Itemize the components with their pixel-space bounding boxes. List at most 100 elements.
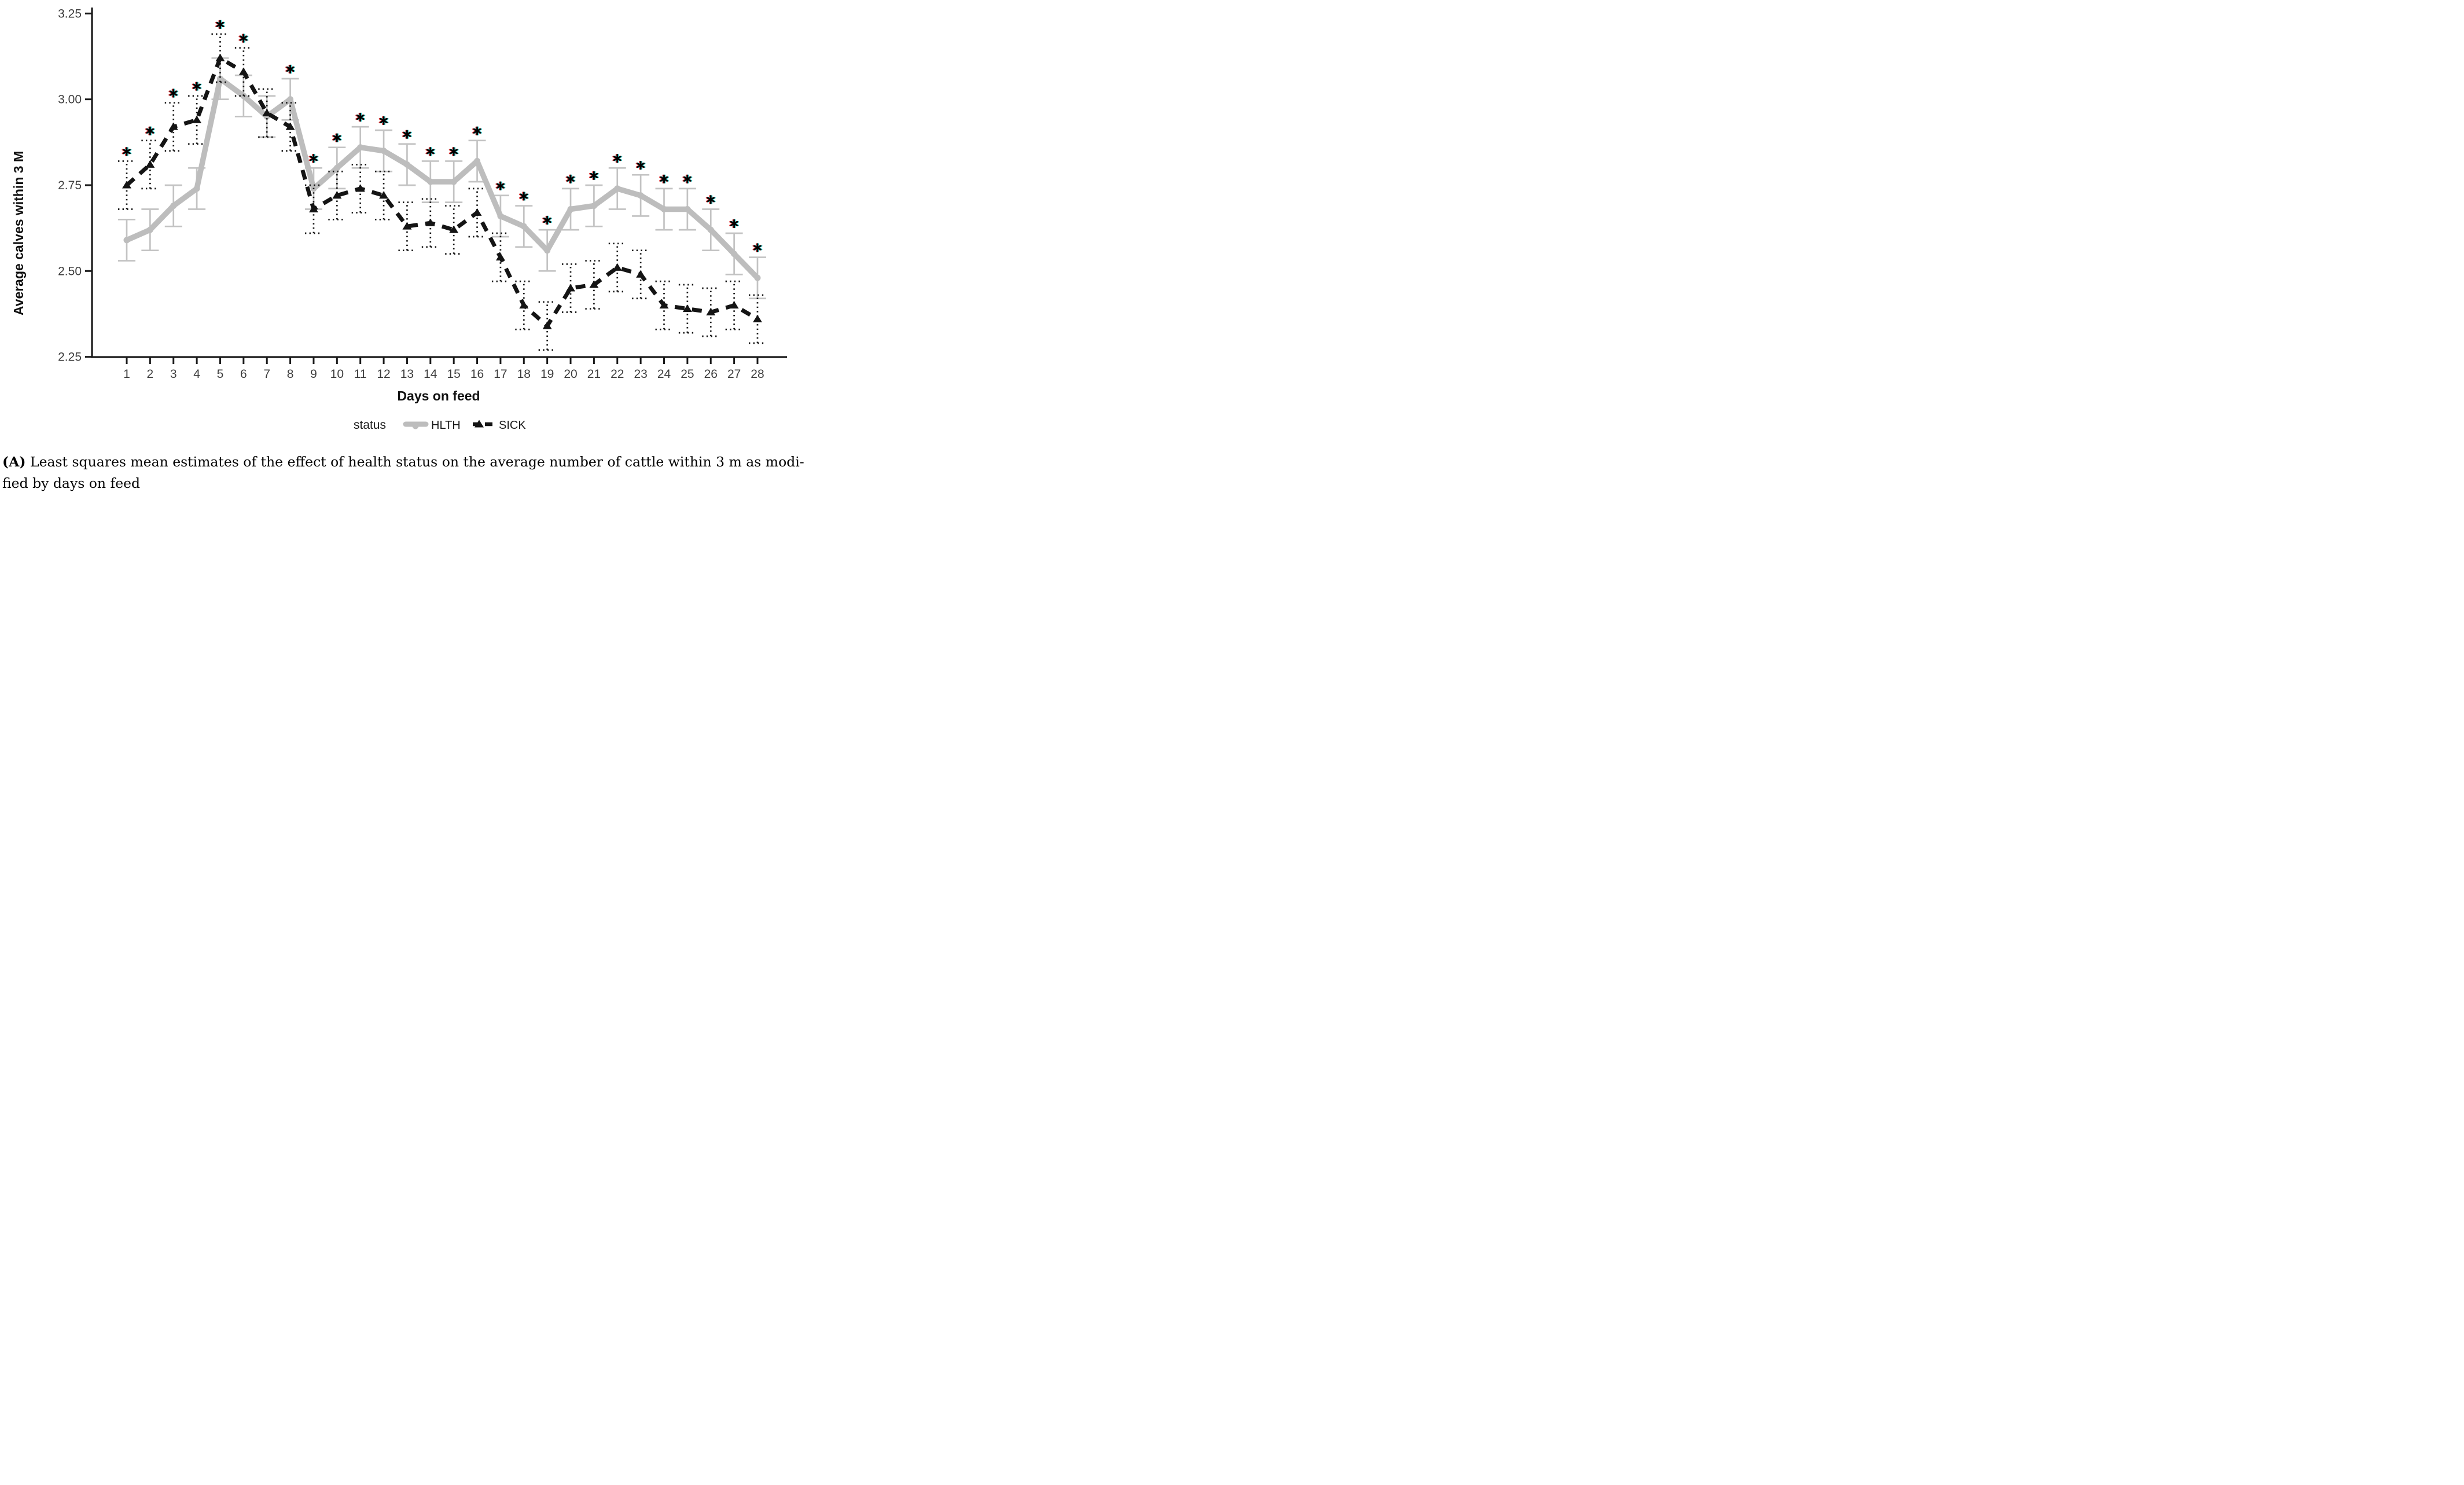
x-tick-label: 19 [540, 367, 554, 381]
asterisk-icon [193, 82, 201, 91]
caption-line1: Least squares mean estimates of the effe… [30, 454, 804, 470]
triangle-marker-icon [519, 301, 529, 309]
circle-marker-icon [216, 75, 223, 82]
x-axis-tick-labels: 1 2 3 4 5 6 7 8 9 10 11 12 13 14 15 16 17 18 19 20 21 22 23 24 2… [123, 367, 764, 381]
asterisk-icon [707, 195, 715, 204]
triangle-marker-icon [168, 122, 178, 130]
triangle-marker-icon [752, 314, 762, 322]
asterisk-icon [473, 126, 481, 135]
x-tick-label: 8 [287, 367, 294, 381]
asterisk-icon [450, 147, 458, 156]
asterisk-icon [753, 243, 762, 252]
asterisk-icon [356, 112, 365, 122]
circle-marker-icon [731, 251, 738, 258]
circle-marker-icon [170, 203, 177, 209]
hlth-markers [123, 75, 761, 281]
asterisk-icon [310, 153, 318, 163]
significance-asterisks [122, 20, 763, 252]
x-tick-label: 11 [354, 367, 367, 381]
asterisk-icon [637, 160, 645, 170]
x-axis-title: Days on feed [397, 388, 480, 403]
x-tick-label: 3 [170, 367, 177, 381]
x-tick-label: 12 [377, 367, 390, 381]
x-tick-label: 5 [217, 367, 224, 381]
circle-marker-icon [333, 164, 340, 171]
circle-marker-icon [427, 178, 434, 185]
circle-marker-icon [707, 226, 714, 233]
triangle-marker-icon [192, 115, 202, 123]
triangle-marker-icon [355, 184, 365, 192]
hlth-line [124, 76, 760, 281]
axes [85, 8, 787, 364]
asterisk-icon [123, 147, 131, 156]
triangle-marker-icon [145, 160, 155, 168]
triangle-marker-icon [402, 222, 412, 230]
asterisk-icon [146, 126, 155, 135]
x-tick-label: 28 [751, 367, 764, 381]
x-tick-label: 14 [424, 367, 437, 381]
asterisk-icon [660, 174, 668, 183]
legend-label-hlth: HLTH [431, 419, 461, 432]
circle-marker-icon [567, 205, 574, 212]
asterisk-icon [426, 147, 435, 156]
y-tick-label: 2.50 [58, 264, 82, 278]
y-tick-label: 2.25 [58, 351, 82, 364]
triangle-marker-icon [612, 263, 622, 271]
triangle-marker-icon [425, 218, 435, 226]
circle-marker-icon [146, 226, 153, 233]
x-tick-label: 21 [587, 367, 601, 381]
circle-marker-icon [193, 185, 200, 192]
x-tick-label: 15 [447, 367, 461, 381]
triangle-marker-icon [475, 420, 484, 428]
asterisk-icon [286, 64, 295, 74]
x-tick-label: 27 [727, 367, 741, 381]
sick-error-bars [118, 33, 766, 351]
circle-marker-icon [450, 178, 457, 185]
circle-marker-icon [287, 96, 294, 103]
asterisk-icon [543, 215, 551, 225]
circle-marker-icon [520, 223, 527, 230]
circle-marker-icon [474, 157, 481, 164]
x-tick-label: 13 [400, 367, 414, 381]
y-axis-title: Average calves within 3 M [11, 151, 26, 315]
circle-marker-icon [614, 185, 621, 192]
circle-marker-icon [380, 148, 387, 155]
asterisk-icon [520, 192, 528, 201]
y-tick-label: 2.75 [58, 179, 82, 192]
circle-marker-icon [403, 161, 410, 168]
triangle-marker-icon [472, 208, 482, 216]
x-tick-label: 10 [330, 367, 344, 381]
line-chart: Average calves within 3 M Days on feed 3… [11, 7, 787, 432]
triangle-marker-icon [706, 307, 716, 315]
x-tick-label: 9 [310, 367, 317, 381]
caption-panel-label: (A) [2, 454, 26, 470]
asterisk-icon [333, 133, 341, 142]
x-tick-label: 4 [193, 367, 200, 381]
x-tick-label: 23 [634, 367, 647, 381]
asterisk-icon [613, 153, 621, 163]
circle-marker-icon [590, 203, 597, 209]
triangle-marker-icon [636, 270, 646, 278]
triangle-marker-icon [238, 67, 248, 75]
circle-marker-icon [123, 237, 130, 244]
asterisk-icon [380, 116, 388, 126]
triangle-marker-icon [308, 204, 318, 212]
figure-panel: Average calves within 3 M Days on feed 3… [0, 0, 821, 495]
hlth-legend-key-icon [403, 421, 429, 429]
triangle-marker-icon [589, 280, 599, 288]
x-tick-label: 25 [681, 367, 694, 381]
triangle-marker-icon [682, 304, 692, 313]
caption-line2: fied by days on feed [2, 475, 141, 491]
triangle-marker-icon [262, 108, 272, 116]
circle-marker-icon [497, 212, 504, 219]
triangle-marker-icon [332, 191, 342, 199]
x-tick-label: 20 [564, 367, 577, 381]
legend-label-sick: SICK [499, 419, 526, 432]
asterisk-icon [497, 181, 505, 190]
circle-marker-icon [544, 247, 551, 254]
y-tick-label: 3.25 [58, 7, 82, 20]
triangle-marker-icon [379, 191, 389, 199]
asterisk-icon [730, 219, 738, 229]
triangle-marker-icon [215, 53, 225, 61]
x-tick-label: 17 [494, 367, 507, 381]
